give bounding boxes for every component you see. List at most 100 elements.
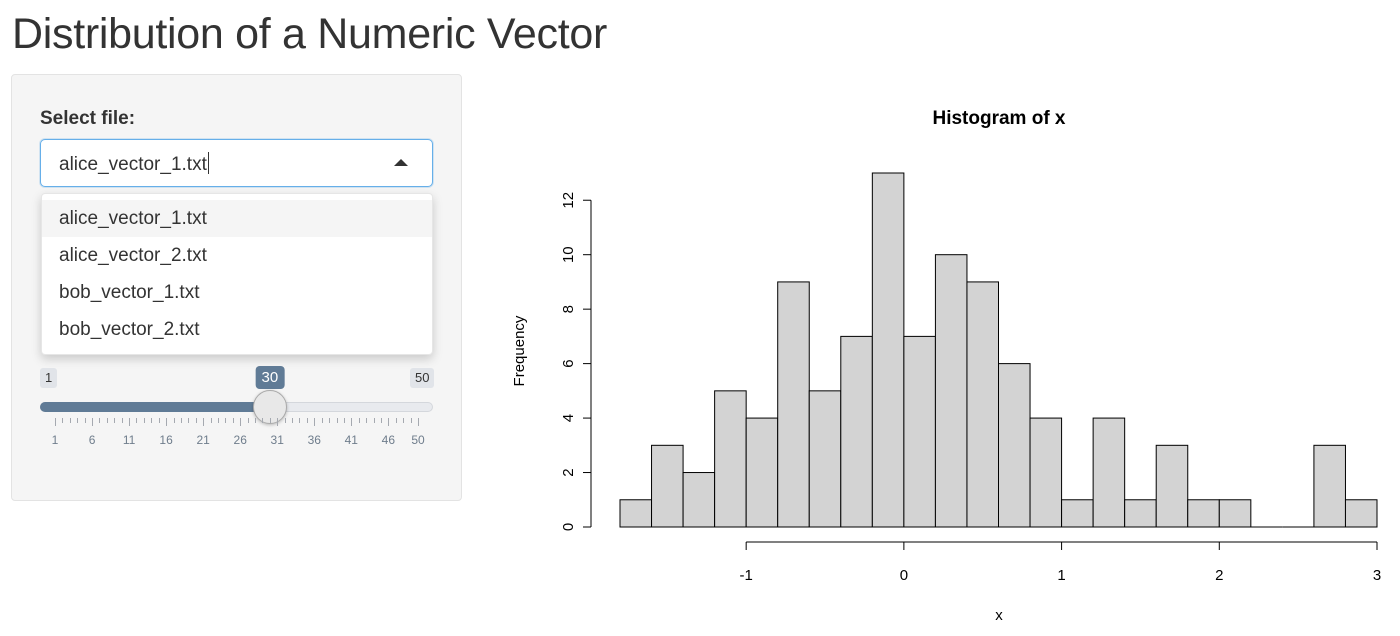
slider-tick — [314, 418, 316, 426]
histogram-bar — [1124, 499, 1157, 528]
histogram-bar — [934, 254, 968, 528]
slider-tick — [173, 418, 175, 423]
slider-tick-label: 46 — [381, 433, 396, 447]
slider-tick — [84, 418, 86, 423]
slider-tick-label: 1 — [51, 433, 59, 447]
slider-tick — [343, 418, 345, 423]
slider-tick — [143, 418, 145, 423]
bars-group — [619, 172, 1378, 528]
slider-tick — [195, 418, 197, 423]
y-tick-label: 8 — [560, 305, 577, 313]
dropdown-option[interactable]: bob_vector_1.txt — [59, 282, 200, 303]
slider-tick — [336, 418, 338, 423]
x-tick-label: 2 — [1215, 567, 1223, 584]
slider-tick — [418, 418, 419, 426]
slider-tick — [284, 418, 286, 423]
slider-tick — [136, 418, 138, 423]
slider-tick-label: 26 — [233, 433, 247, 447]
slider-tick — [410, 418, 412, 423]
slider-tick — [69, 418, 71, 423]
histogram-bar — [1029, 417, 1063, 528]
file-select-value[interactable]: alice_vector_1.txt — [59, 152, 209, 175]
slider-tick — [129, 418, 131, 426]
slider-tick — [92, 418, 94, 426]
histogram-bar — [682, 472, 716, 528]
slider-tick — [373, 418, 375, 423]
slider-tick — [247, 418, 249, 423]
histogram-bar — [745, 417, 779, 528]
slider-tick-label: 31 — [270, 433, 284, 447]
histogram-bar — [714, 390, 747, 528]
y-tick-label: 6 — [560, 359, 577, 367]
slider-tick — [240, 418, 242, 426]
y-tick-label: 4 — [560, 414, 577, 422]
y-tick-label: 10 — [560, 246, 577, 263]
slider-tick — [203, 418, 205, 426]
slider-tick — [358, 418, 360, 423]
slider-tick — [388, 418, 390, 426]
histogram-bar — [619, 499, 653, 528]
slider-tick — [225, 418, 227, 423]
dropdown-option[interactable]: bob_vector_2.txt — [59, 319, 200, 340]
slider-tick-label: 16 — [159, 433, 173, 447]
slider-tick — [395, 418, 397, 423]
histogram-bar — [1344, 499, 1378, 528]
y-tick-label: 12 — [560, 192, 577, 209]
slider-tick — [210, 418, 212, 423]
slider-tick — [114, 418, 116, 423]
slider-tick — [121, 418, 123, 423]
slider-tick — [306, 418, 308, 423]
slider-tick-label: 36 — [307, 433, 321, 447]
y-tick-label: 0 — [560, 523, 577, 531]
y-axis-label: Frequency — [511, 315, 528, 386]
histogram-bar — [1187, 499, 1220, 528]
x-axis-label: x — [995, 607, 1003, 624]
slider-tick-label: 11 — [122, 433, 136, 447]
slider-tick — [180, 418, 182, 423]
histogram-bar — [1313, 444, 1346, 528]
slider-tick-label: 50 — [411, 433, 425, 447]
slider-tick — [232, 418, 234, 423]
slider-tick — [277, 418, 279, 426]
histogram-bar — [808, 390, 842, 528]
slider-tick — [188, 418, 190, 423]
slider-tick — [351, 418, 353, 426]
slider-tick-label: 41 — [344, 433, 358, 447]
dropdown-option[interactable]: alice_vector_1.txt — [42, 200, 432, 237]
slider-tick — [99, 418, 101, 423]
histogram-bar — [966, 281, 999, 528]
histogram-bar — [903, 335, 936, 528]
x-axis: -1 0 1 2 3 — [739, 541, 1381, 584]
slider-tick — [106, 418, 108, 423]
slider-tick — [62, 418, 64, 423]
slider-tick — [262, 418, 264, 423]
slider-tick — [321, 418, 323, 423]
slider-tick — [329, 418, 331, 423]
slider-tick — [158, 418, 160, 423]
slider-tick — [55, 418, 56, 426]
histogram-bar — [871, 172, 905, 528]
x-tick-label: 1 — [1057, 567, 1065, 584]
y-tick-label: 2 — [560, 468, 577, 476]
x-tick-label: 3 — [1373, 567, 1381, 584]
file-select[interactable]: alice_vector_1.txt — [40, 139, 433, 187]
x-tick-label: 0 — [900, 567, 908, 584]
page-title: Distribution of a Numeric Vector — [12, 10, 608, 58]
histogram-bar — [651, 444, 684, 528]
x-tick-label: -1 — [739, 567, 752, 584]
histogram-bar — [1092, 417, 1126, 528]
slider-tick-label: 6 — [88, 433, 96, 447]
slider-tick — [269, 418, 271, 423]
histogram-bar — [777, 281, 810, 528]
arrow-up-icon[interactable] — [394, 159, 408, 166]
histogram-bar — [1061, 499, 1094, 528]
text-cursor — [207, 152, 209, 174]
histogram-bar — [1218, 499, 1252, 528]
file-dropdown-menu: alice_vector_1.txt alice_vector_2.txt bo… — [41, 193, 433, 355]
histogram-bar — [1155, 444, 1189, 528]
slider-tick — [292, 418, 294, 423]
slider-tick — [255, 418, 257, 423]
slider-value-label: 30 — [255, 366, 285, 389]
dropdown-option[interactable]: alice_vector_2.txt — [59, 245, 207, 266]
